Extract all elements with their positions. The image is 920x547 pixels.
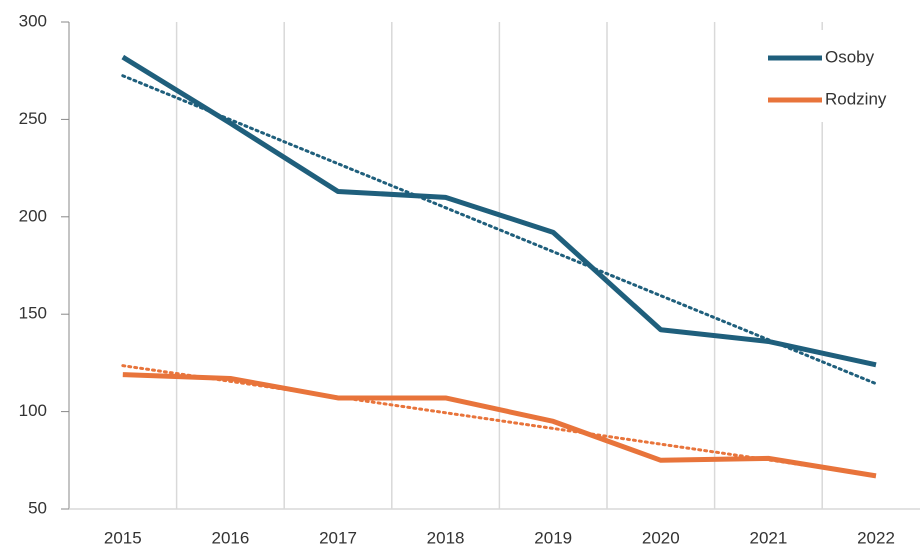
line-series <box>121 54 877 368</box>
line-series <box>122 372 877 479</box>
y-tick-label: 150 <box>19 304 47 323</box>
y-tick-label: 100 <box>19 401 47 420</box>
y-tick-label: 300 <box>19 11 47 30</box>
y-tick-label: 250 <box>19 109 47 128</box>
legend-label: Rodziny <box>825 89 887 108</box>
legend-label: Osoby <box>825 47 875 66</box>
x-tick-label: 2017 <box>319 528 357 547</box>
x-tick-label: 2019 <box>534 528 572 547</box>
y-tick-label: 50 <box>28 498 47 517</box>
x-tick-label: 2022 <box>857 528 895 547</box>
x-tick-label: 2018 <box>427 528 465 547</box>
y-tick-label: 200 <box>19 206 47 225</box>
legend-box <box>746 30 920 122</box>
x-tick-label: 2020 <box>642 528 680 547</box>
x-tick-label: 2021 <box>749 528 787 547</box>
trendline <box>121 74 878 386</box>
x-tick-label: 2016 <box>211 528 249 547</box>
x-tick-label: 2015 <box>104 528 142 547</box>
